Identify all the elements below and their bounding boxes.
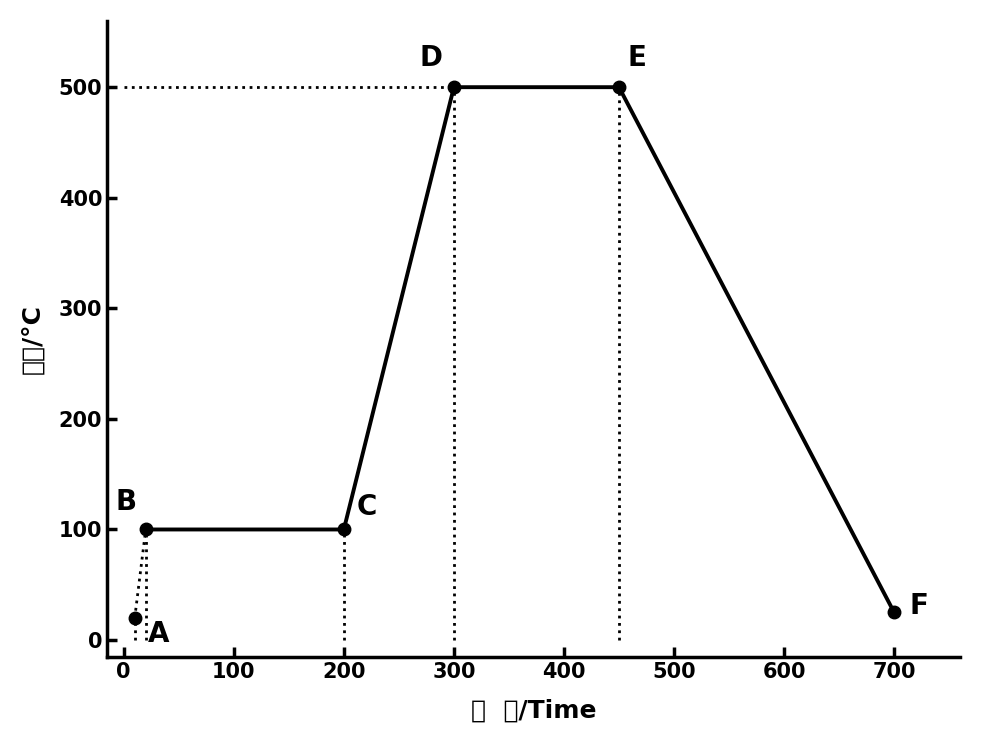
X-axis label: 时  间/Time: 时 间/Time (471, 698, 596, 722)
Text: C: C (357, 493, 378, 521)
Text: D: D (420, 44, 442, 71)
Y-axis label: 温度/°C: 温度/°C (21, 304, 45, 374)
Text: E: E (628, 44, 646, 71)
Text: F: F (909, 591, 928, 620)
Text: B: B (116, 488, 137, 516)
Text: A: A (148, 620, 170, 648)
